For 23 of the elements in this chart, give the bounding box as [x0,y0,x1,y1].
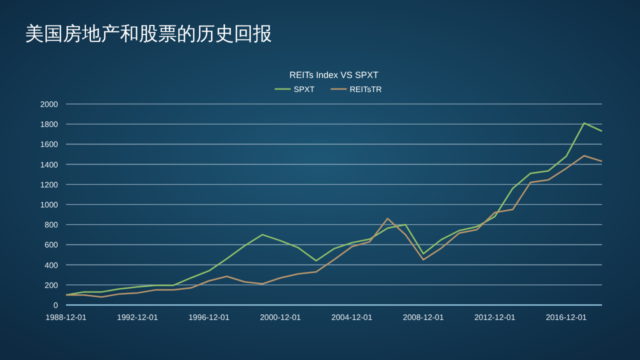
y-tick-label: 2000 [40,100,59,109]
x-tick-label: 2004-12-01 [331,313,373,322]
chart-title: 美国房地产和股票的历史回报 [25,23,272,45]
chart-subtitle: REITs Index VS SPXT [289,70,380,80]
y-tick-label: 1400 [40,160,59,170]
y-tick-label: 0 [54,301,59,310]
x-tick-label: 2000-12-01 [260,313,302,322]
y-tick-label: 400 [44,260,59,270]
x-tick-label: 1988-12-01 [46,313,88,322]
x-tick-label: 2008-12-01 [402,313,444,322]
x-tick-label: 2012-12-01 [474,313,516,322]
y-tick-label: 1200 [40,180,59,190]
y-tick-label: 1800 [40,120,59,130]
y-tick-label: 1000 [40,200,59,210]
legend-label: SPXT [294,85,315,94]
x-tick-label: 1992-12-01 [117,313,158,322]
y-tick-label: 600 [44,240,59,250]
y-tick-label: 1600 [40,140,59,150]
y-tick-label: 800 [44,220,59,230]
x-tick-label: 2016-12-01 [546,313,588,322]
y-tick-label: 200 [44,280,59,290]
x-tick-label: 1996-12-01 [188,313,230,322]
legend-label: REITsTR [350,85,382,94]
